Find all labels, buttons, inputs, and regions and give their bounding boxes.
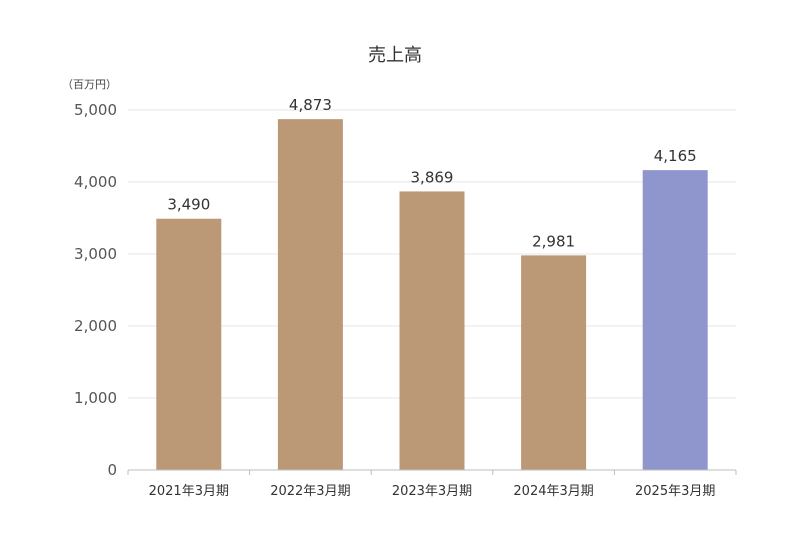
y-tick-label-4000: 4,000 — [74, 173, 117, 191]
y-tick-label-0: 0 — [107, 461, 117, 479]
data-label-2025年3月期: 4,165 — [654, 147, 697, 165]
bars — [156, 119, 708, 471]
y-axis-ticks: 0 1,000 2,000 3,000 4,000 5,000 — [74, 101, 117, 479]
x-axis-ticks: 2021年3月期 2022年3月期 2023年3月期 2024年3月期 2025年3月期 — [149, 484, 716, 499]
bar-2021年3月期 — [156, 218, 222, 470]
data-label-2023年3月期: 3,869 — [411, 168, 454, 186]
bar-2023年3月期 — [399, 191, 465, 470]
x-tick-label-2024年3月期: 2024年3月期 — [513, 484, 593, 499]
bar-2022年3月期 — [277, 119, 343, 471]
data-label-2021年3月期: 3,490 — [167, 196, 210, 214]
x-tick-label-2021年3月期: 2021年3月期 — [149, 484, 229, 499]
x-tick-label-2025年3月期: 2025年3月期 — [635, 484, 715, 499]
x-axis — [127, 469, 737, 475]
x-tick-label-2023年3月期: 2023年3月期 — [392, 484, 472, 499]
data-labels: 3,490 4,873 3,869 2,981 4,165 — [167, 96, 696, 250]
y-tick-label-3000: 3,000 — [74, 245, 117, 263]
data-label-2022年3月期: 4,873 — [289, 96, 332, 114]
y-tick-label-5000: 5,000 — [74, 101, 117, 119]
unit-label: （百万円） — [62, 78, 117, 91]
y-tick-label-1000: 1,000 — [74, 389, 117, 407]
bar-2025年3月期 — [642, 170, 708, 470]
data-label-2024年3月期: 2,981 — [532, 232, 575, 250]
bar-2024年3月期 — [521, 255, 587, 470]
x-tick-label-2022年3月期: 2022年3月期 — [270, 484, 350, 499]
chart-title: 売上高 — [368, 45, 422, 66]
y-tick-label-2000: 2,000 — [74, 317, 117, 335]
